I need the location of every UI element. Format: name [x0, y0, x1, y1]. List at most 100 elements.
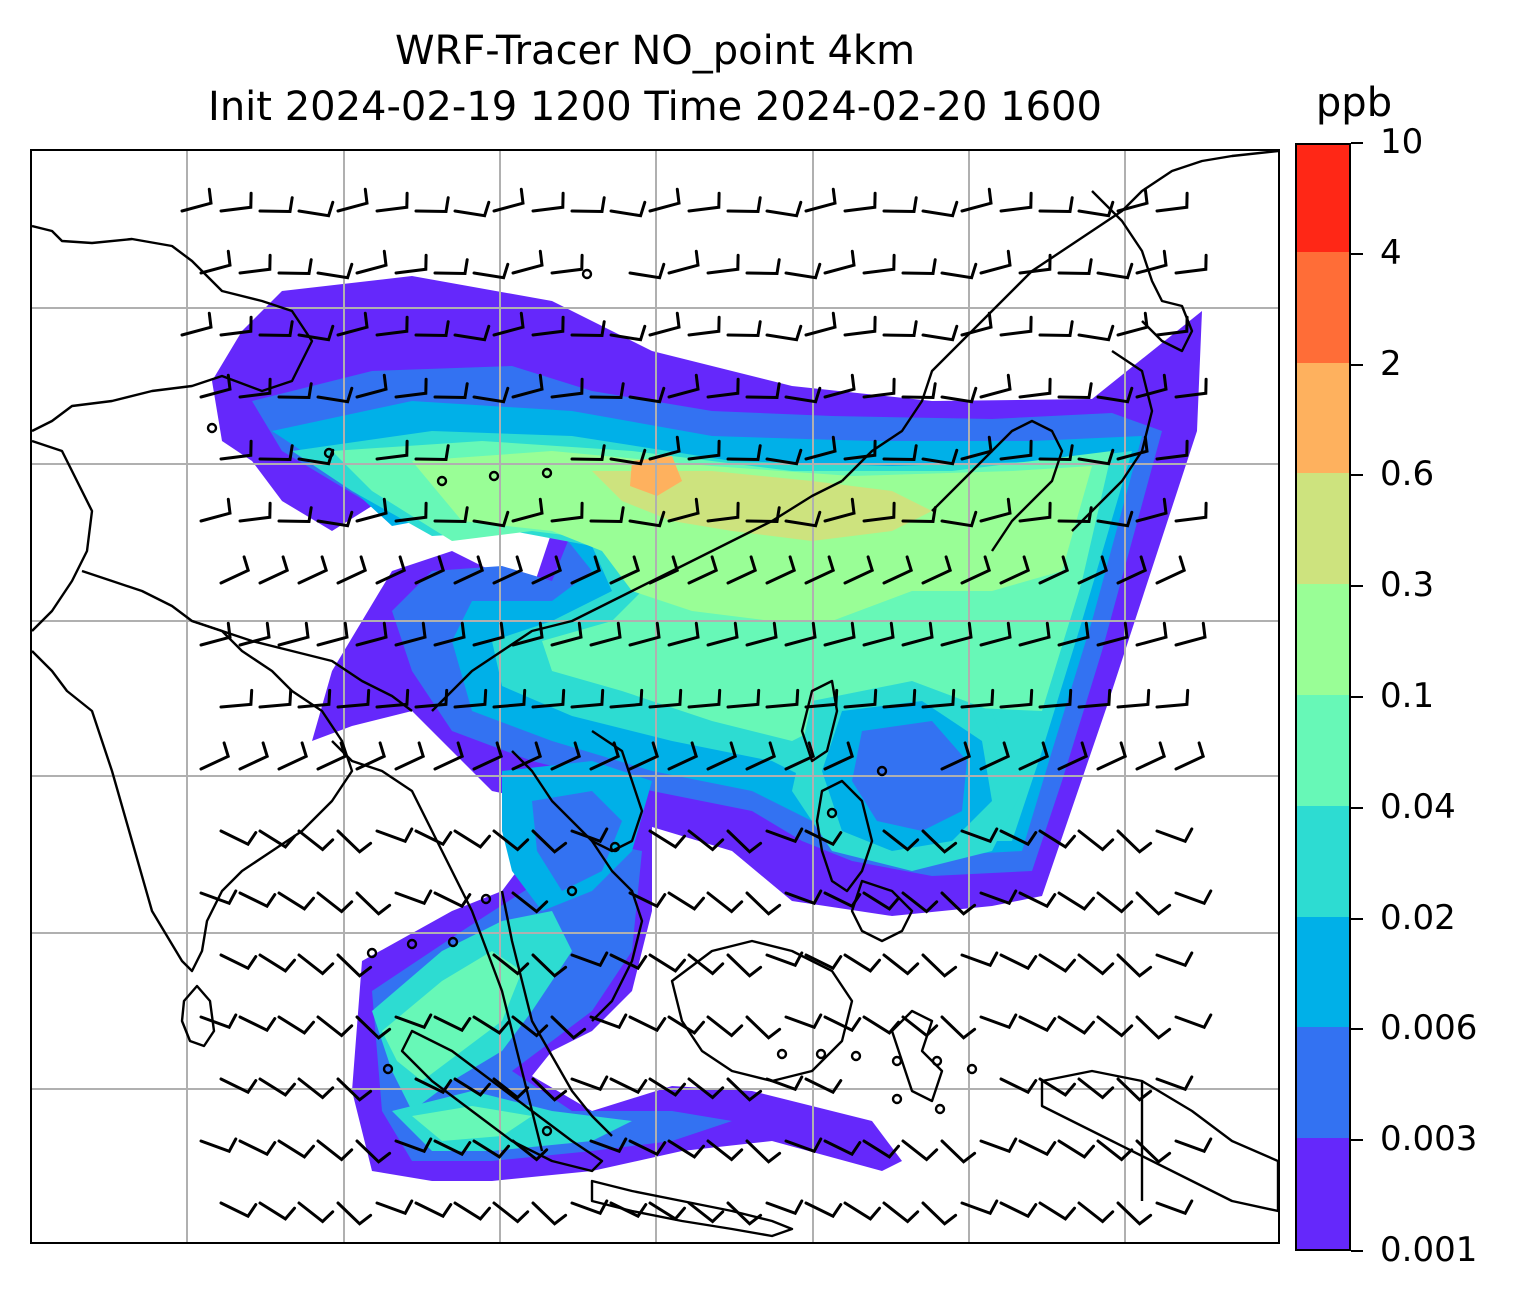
wind-barb — [1155, 315, 1189, 337]
wind-barb — [336, 1077, 373, 1102]
colorbar-tick-label: 0.02 — [1380, 897, 1456, 938]
wind-barb — [784, 741, 816, 771]
wind-barb — [414, 829, 453, 847]
colorbar-tick-label: 2 — [1380, 343, 1402, 384]
wind-barb — [258, 688, 293, 709]
wind-barb — [258, 829, 296, 849]
wind-barb — [979, 889, 1018, 906]
wind-barb — [1018, 1015, 1057, 1033]
wind-barb — [765, 951, 804, 968]
wind-barb — [999, 191, 1033, 213]
wind-barb — [511, 249, 544, 275]
wind-barb — [472, 621, 505, 647]
wind-barb — [765, 1199, 804, 1216]
wind-barb — [394, 501, 428, 523]
wind-barb — [472, 262, 510, 280]
wind-barb — [570, 1075, 609, 1092]
wind-barb — [1116, 953, 1153, 978]
wind-barb — [706, 1015, 744, 1038]
wind-barb — [199, 249, 232, 275]
wind-barb — [277, 382, 313, 400]
wind-barb — [1174, 501, 1208, 523]
chart-title-line-1: WRF-Tracer NO_point 4km — [394, 28, 916, 74]
wind-barb — [492, 555, 524, 585]
wind-barb — [258, 1201, 296, 1221]
plume-contour — [532, 791, 622, 891]
wind-barb — [531, 191, 565, 213]
wind-barb — [784, 386, 822, 404]
wind-barb — [745, 382, 781, 400]
wind-barb — [628, 262, 666, 280]
wind-barb — [1116, 688, 1151, 709]
wind-barb — [882, 953, 920, 976]
wind-barb — [1116, 187, 1149, 213]
wind-barb — [219, 315, 253, 337]
calm-wind-marker — [382, 1063, 394, 1075]
wind-barb — [609, 688, 644, 709]
wind-barb — [1018, 377, 1052, 399]
wind-barb — [238, 621, 271, 647]
wind-barb — [336, 829, 373, 854]
wind-barb — [316, 1015, 354, 1038]
wind-barb — [550, 621, 583, 647]
wind-barb — [1116, 1201, 1153, 1226]
wind-barb — [336, 311, 369, 337]
calm-wind-marker — [206, 422, 218, 434]
wind-barb — [726, 320, 762, 338]
colorbar-segment — [1297, 1026, 1349, 1139]
wind-barb — [979, 497, 1012, 523]
wind-barb — [882, 320, 918, 338]
colorbar-unit-label: ppb — [1315, 80, 1393, 126]
wind-barb — [355, 741, 387, 771]
wind-barb — [1057, 258, 1093, 276]
wind-barb — [394, 1137, 433, 1154]
wind-barb — [940, 510, 978, 528]
wind-barb — [609, 953, 648, 971]
wind-barb — [667, 741, 699, 771]
wind-barb — [1038, 444, 1074, 462]
wind-barb — [1174, 1013, 1213, 1030]
wind-barb — [355, 373, 388, 399]
calm-wind-marker — [566, 885, 578, 897]
wind-barb — [1155, 1199, 1194, 1216]
wind-barb — [297, 555, 329, 585]
wind-barb — [921, 953, 958, 978]
wind-barb — [414, 555, 446, 585]
wind-barb — [940, 1139, 977, 1164]
chart-title-line-2: Init 2024-02-19 1200 Time 2024-02-20 160… — [208, 84, 1102, 130]
wind-barb — [706, 741, 738, 771]
wind-barb — [297, 829, 335, 852]
wind-barb — [1038, 1201, 1076, 1221]
wind-barb — [531, 688, 566, 709]
wind-barb — [999, 688, 1034, 709]
wind-barb — [999, 1077, 1038, 1095]
wind-barb — [1155, 951, 1194, 968]
colorbar-tick — [1351, 363, 1363, 366]
wind-barb — [1077, 1077, 1115, 1100]
wind-barb — [570, 951, 609, 968]
wind-barb — [1155, 439, 1189, 461]
wind-barb — [648, 435, 681, 461]
wind-barb — [921, 200, 959, 218]
colorbar-tick — [1351, 252, 1363, 255]
calm-wind-marker — [323, 447, 335, 459]
wind-barb — [316, 510, 354, 528]
wind-barb — [570, 827, 609, 844]
wind-barb — [940, 1015, 977, 1040]
colorbar-segment — [1297, 145, 1349, 252]
wind-barb — [726, 829, 763, 854]
wind-barb — [706, 253, 740, 275]
wind-barb — [999, 1201, 1038, 1219]
wind-barb — [999, 829, 1038, 847]
wind-barb — [706, 621, 739, 647]
wind-barb — [745, 258, 781, 276]
colorbar-tick-label: 0.001 — [1380, 1230, 1478, 1270]
wind-barb — [862, 1015, 900, 1035]
wind-barb — [1116, 555, 1148, 585]
wind-barb — [882, 829, 920, 852]
wind-barb — [550, 253, 584, 275]
calm-wind-marker — [541, 467, 553, 479]
wind-barb — [453, 324, 491, 342]
wind-barb — [219, 829, 258, 847]
wind-barb — [453, 1201, 491, 1221]
